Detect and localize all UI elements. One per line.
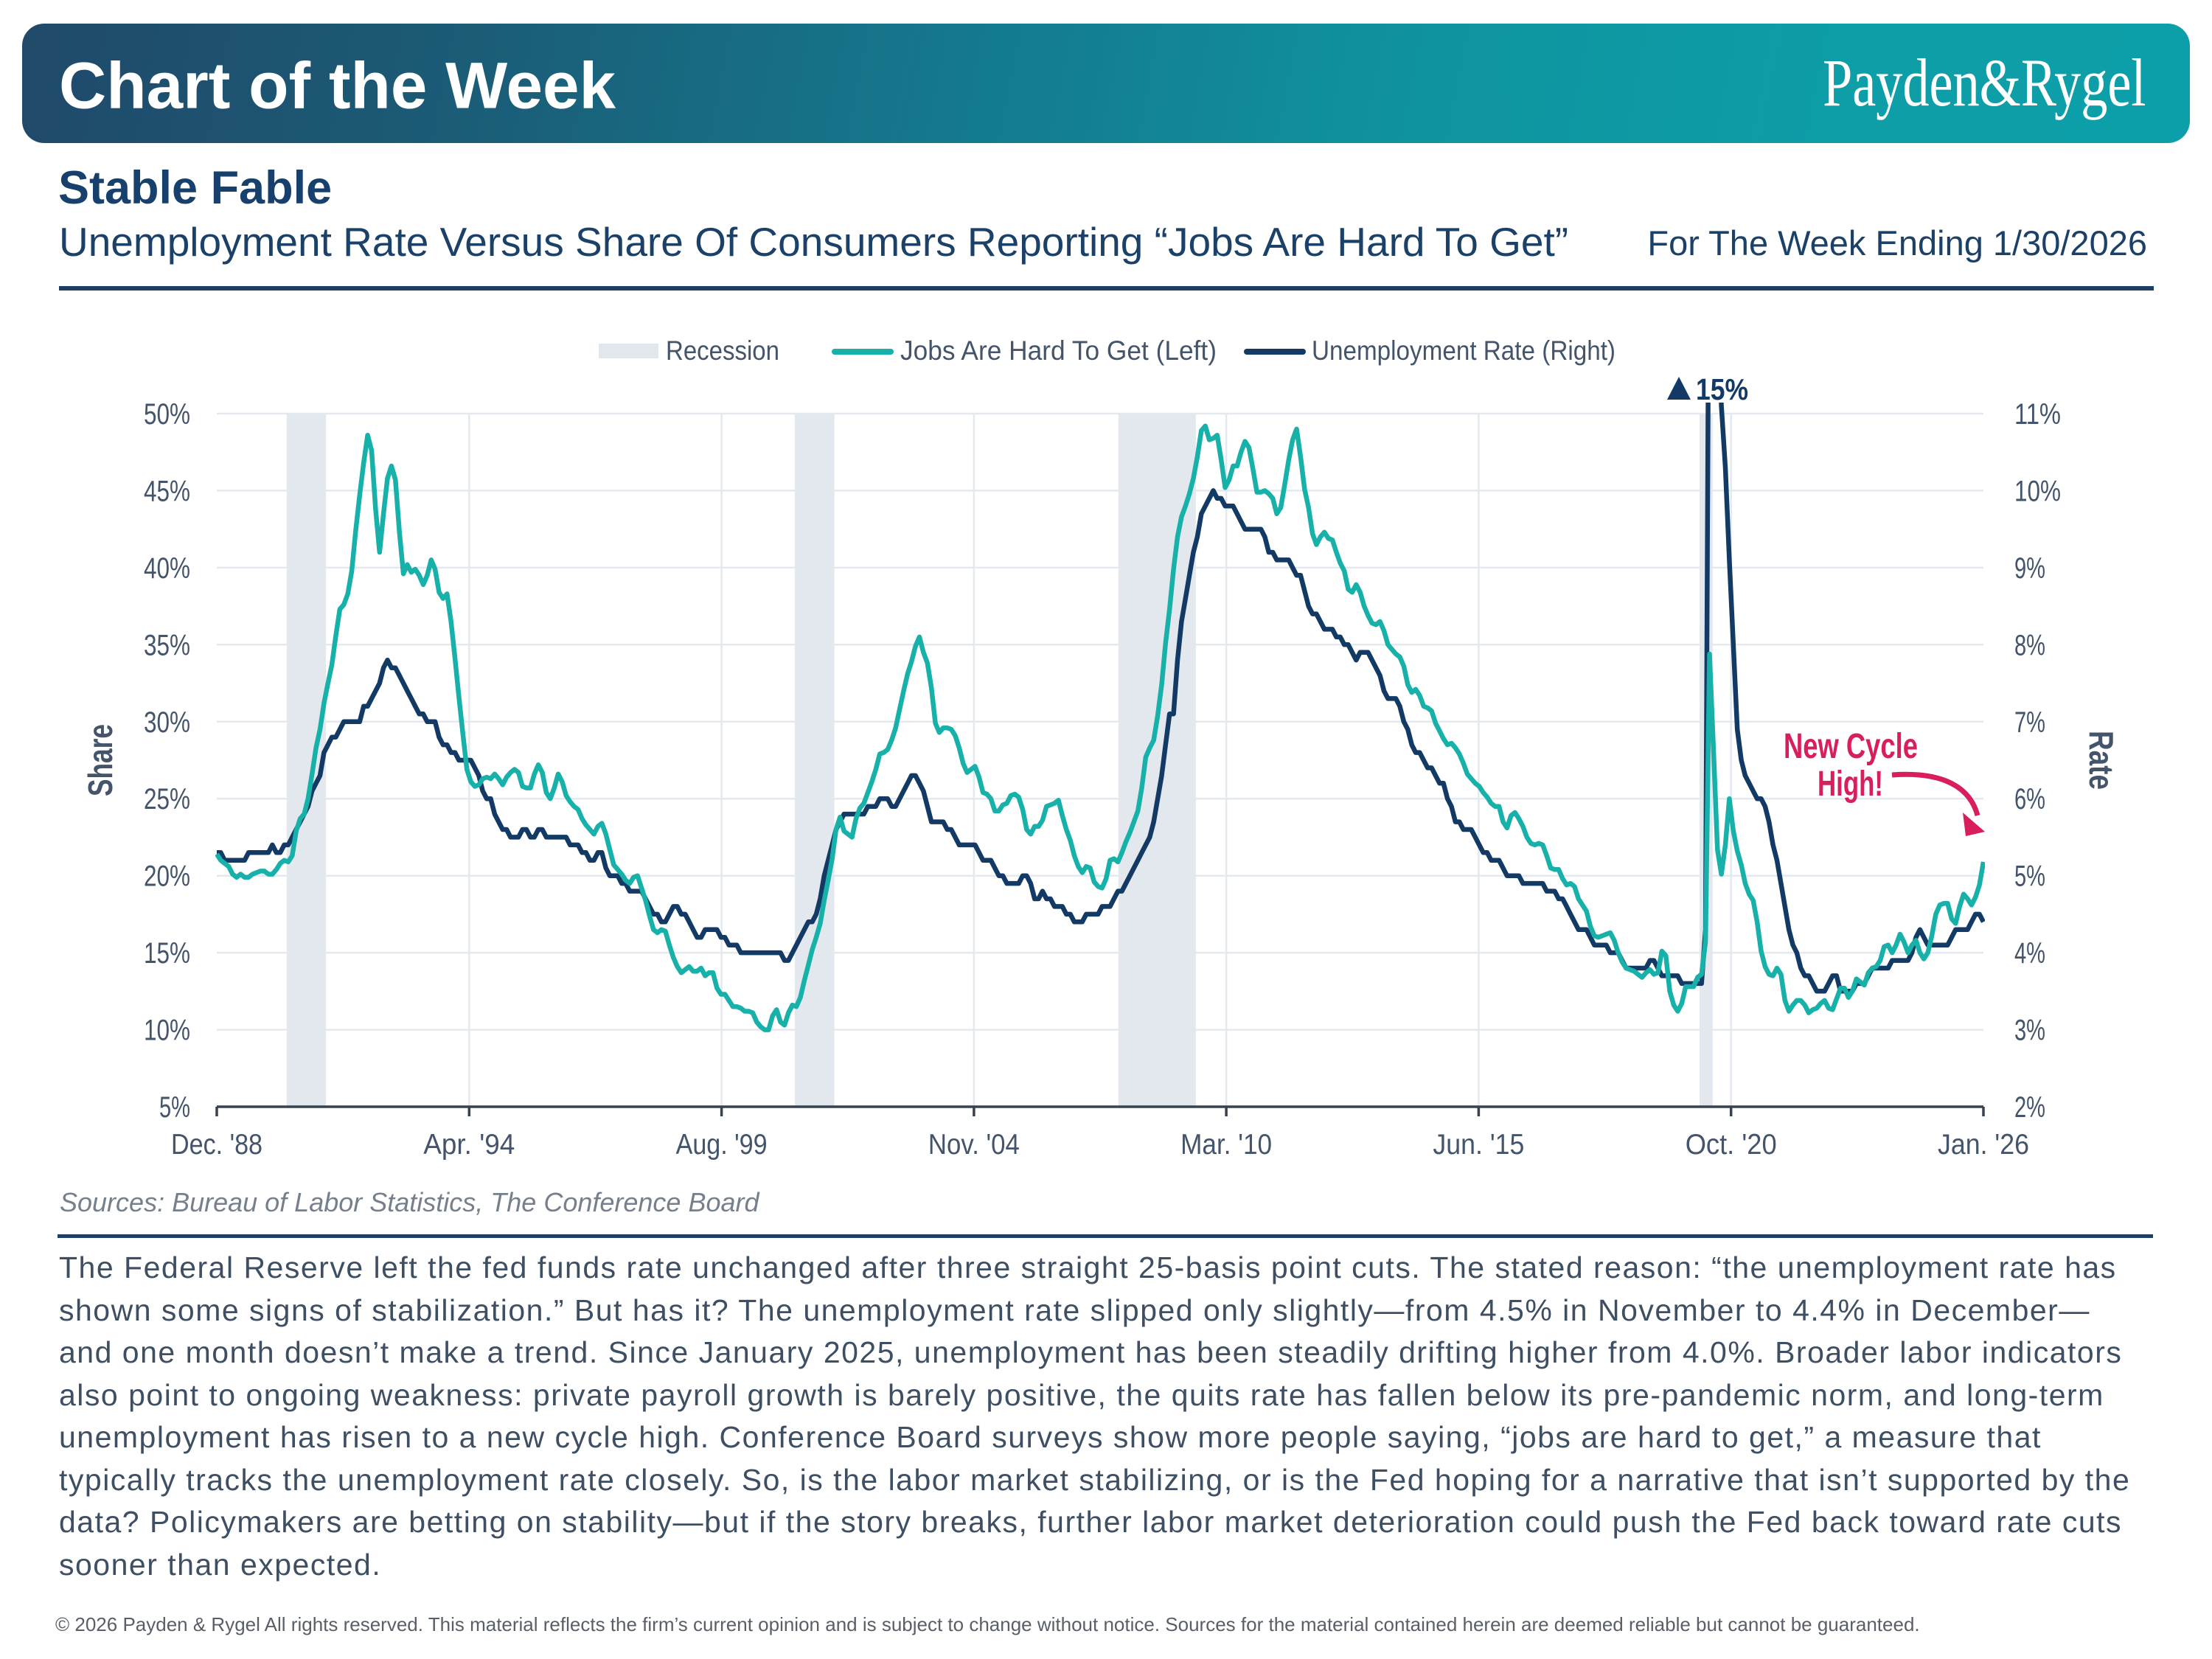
svg-text:Jobs Are Hard To Get (Left): Jobs Are Hard To Get (Left) <box>900 335 1217 366</box>
svg-text:20%: 20% <box>144 860 190 893</box>
svg-text:Apr. '94: Apr. '94 <box>423 1129 515 1161</box>
svg-text:3%: 3% <box>2014 1015 2045 1047</box>
svg-text:30%: 30% <box>144 706 190 739</box>
svg-text:35%: 35% <box>144 629 190 661</box>
svg-text:5%: 5% <box>159 1091 190 1124</box>
svg-text:Dec. '88: Dec. '88 <box>171 1129 262 1161</box>
svg-text:Nov. '04: Nov. '04 <box>928 1129 1020 1161</box>
svg-text:Unemployment Rate (Right): Unemployment Rate (Right) <box>1312 335 1615 366</box>
svg-text:6%: 6% <box>2014 783 2045 815</box>
svg-text:11%: 11% <box>2014 398 2061 431</box>
svg-text:15%: 15% <box>144 937 190 970</box>
svg-text:Oct. '20: Oct. '20 <box>1686 1129 1777 1161</box>
svg-text:8%: 8% <box>2014 629 2045 661</box>
svg-text:15%: 15% <box>1696 372 1748 406</box>
svg-text:10%: 10% <box>144 1015 190 1047</box>
svg-text:50%: 50% <box>144 398 190 431</box>
svg-text:7%: 7% <box>2014 706 2045 739</box>
svg-text:Aug. '99: Aug. '99 <box>676 1129 768 1161</box>
svg-text:Share: Share <box>81 724 119 796</box>
svg-text:High!: High! <box>1818 765 1883 804</box>
svg-text:2%: 2% <box>2014 1091 2045 1124</box>
svg-text:Jan. '26: Jan. '26 <box>1938 1129 2029 1161</box>
svg-text:40%: 40% <box>144 552 190 585</box>
svg-text:New Cycle: New Cycle <box>1784 727 1918 766</box>
svg-text:Rate: Rate <box>2082 731 2121 790</box>
svg-text:25%: 25% <box>144 783 190 815</box>
svg-text:4%: 4% <box>2014 937 2045 970</box>
svg-text:Recession: Recession <box>666 335 779 366</box>
svg-text:9%: 9% <box>2014 552 2045 585</box>
svg-text:Jun. '15: Jun. '15 <box>1433 1129 1524 1161</box>
svg-text:45%: 45% <box>144 475 190 507</box>
svg-text:Mar. '10: Mar. '10 <box>1180 1129 1272 1161</box>
svg-text:5%: 5% <box>2014 860 2045 893</box>
svg-text:10%: 10% <box>2014 475 2061 507</box>
